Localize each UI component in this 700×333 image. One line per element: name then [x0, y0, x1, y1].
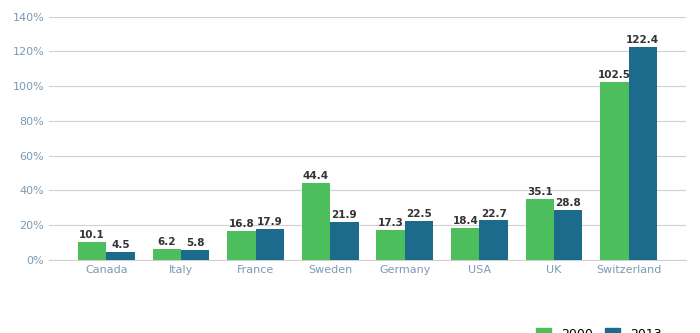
Bar — [106, 252, 134, 260]
Bar — [330, 222, 358, 260]
Bar — [78, 242, 106, 260]
Text: 6.2: 6.2 — [158, 237, 176, 247]
Text: 35.1: 35.1 — [527, 187, 553, 197]
Text: 16.8: 16.8 — [228, 219, 254, 229]
Text: 102.5: 102.5 — [598, 70, 631, 80]
Bar — [451, 228, 480, 260]
Text: 28.8: 28.8 — [555, 198, 581, 208]
Text: 21.9: 21.9 — [332, 210, 357, 220]
Text: 17.3: 17.3 — [378, 218, 404, 228]
Legend: 2000, 2013: 2000, 2013 — [531, 323, 667, 333]
Text: 22.5: 22.5 — [406, 209, 432, 219]
Bar — [405, 221, 433, 260]
Bar — [629, 47, 657, 260]
Bar — [181, 250, 209, 260]
Text: 17.9: 17.9 — [257, 217, 283, 227]
Bar — [526, 199, 554, 260]
Bar — [480, 220, 508, 260]
Text: 4.5: 4.5 — [111, 240, 130, 250]
Bar — [377, 230, 405, 260]
Text: 122.4: 122.4 — [626, 36, 659, 46]
Text: 22.7: 22.7 — [481, 208, 507, 218]
Text: 10.1: 10.1 — [79, 230, 105, 240]
Bar — [601, 82, 629, 260]
Text: 44.4: 44.4 — [303, 171, 329, 181]
Bar — [302, 182, 330, 260]
Bar — [256, 229, 284, 260]
Bar — [554, 210, 582, 260]
Bar — [228, 230, 256, 260]
Bar — [153, 249, 181, 260]
Text: 18.4: 18.4 — [452, 216, 478, 226]
Text: 5.8: 5.8 — [186, 238, 204, 248]
